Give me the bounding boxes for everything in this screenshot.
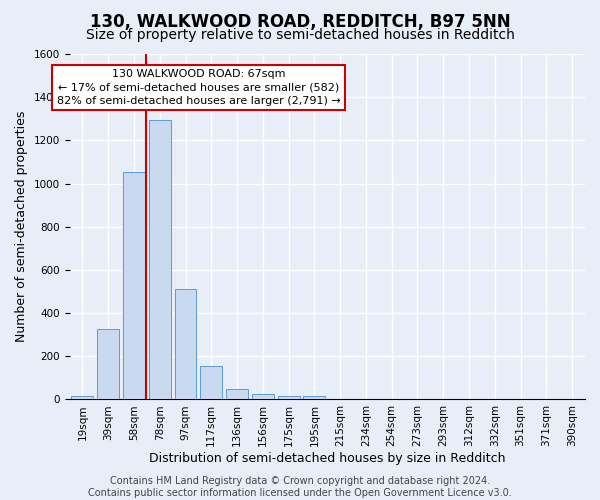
- Bar: [71, 396, 94, 400]
- Bar: [149, 120, 170, 400]
- Bar: [123, 172, 145, 400]
- Text: Size of property relative to semi-detached houses in Redditch: Size of property relative to semi-detach…: [86, 28, 514, 42]
- Text: 130 WALKWOOD ROAD: 67sqm  
← 17% of semi-detached houses are smaller (582)
82% o: 130 WALKWOOD ROAD: 67sqm ← 17% of semi-d…: [56, 69, 340, 106]
- Bar: [200, 366, 222, 400]
- Bar: [278, 396, 299, 400]
- Text: 130, WALKWOOD ROAD, REDDITCH, B97 5NN: 130, WALKWOOD ROAD, REDDITCH, B97 5NN: [89, 12, 511, 30]
- Bar: [175, 290, 196, 400]
- X-axis label: Distribution of semi-detached houses by size in Redditch: Distribution of semi-detached houses by …: [149, 452, 506, 465]
- Bar: [226, 388, 248, 400]
- Bar: [252, 394, 274, 400]
- Y-axis label: Number of semi-detached properties: Number of semi-detached properties: [15, 111, 28, 342]
- Bar: [97, 328, 119, 400]
- Bar: [304, 396, 325, 400]
- Text: Contains HM Land Registry data © Crown copyright and database right 2024.
Contai: Contains HM Land Registry data © Crown c…: [88, 476, 512, 498]
